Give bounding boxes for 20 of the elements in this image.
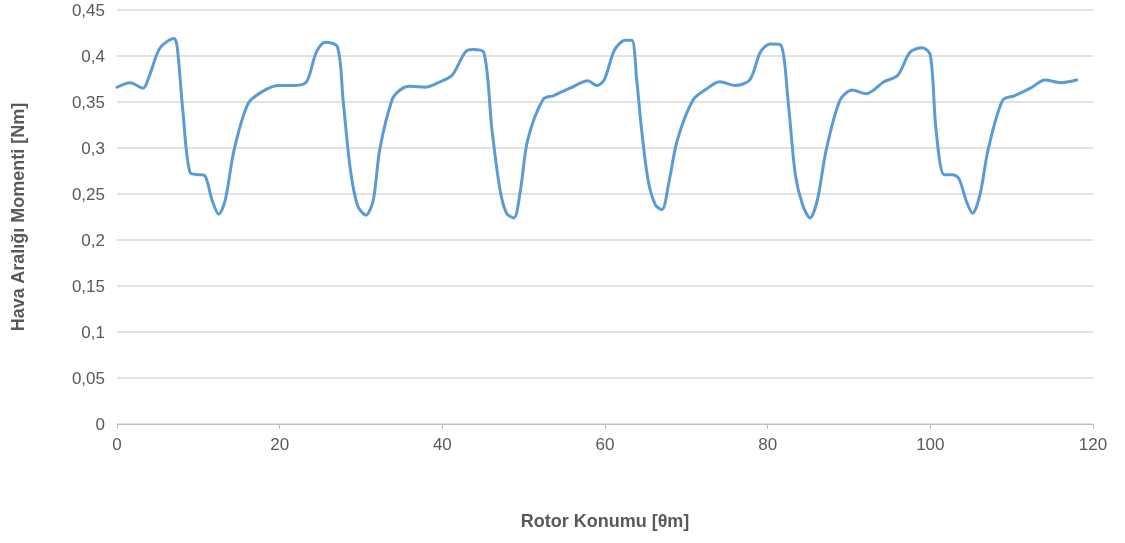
x-tick-label: 120 <box>1078 435 1108 454</box>
y-tick-label: 0 <box>95 414 105 434</box>
y-tick-label: 0,3 <box>81 138 105 158</box>
y-tick-label: 0,25 <box>71 184 105 204</box>
y-tick-label: 0,15 <box>71 276 105 296</box>
y-tick-label: 0,05 <box>71 368 105 388</box>
x-axis-title: Rotor Konumu [θm] <box>520 511 690 531</box>
x-tick-label: 0 <box>112 435 122 454</box>
y-tick-label: 0,45 <box>71 0 105 20</box>
y-tick-label: 0,4 <box>81 46 105 66</box>
y-tick-label: 0,2 <box>81 230 105 250</box>
line-series <box>115 37 1079 220</box>
y-tick-label: 0,35 <box>71 92 105 112</box>
x-tick-label: 20 <box>270 435 290 454</box>
y-tick-label: 0,1 <box>81 322 105 342</box>
y-axis-title: Hava Aralığı Momenti [Nm] <box>8 102 28 332</box>
x-tick-label: 80 <box>758 435 778 454</box>
x-tick-label: 100 <box>916 435 945 454</box>
x-tick-label: 40 <box>432 435 452 454</box>
x-tick-label: 60 <box>595 435 615 454</box>
